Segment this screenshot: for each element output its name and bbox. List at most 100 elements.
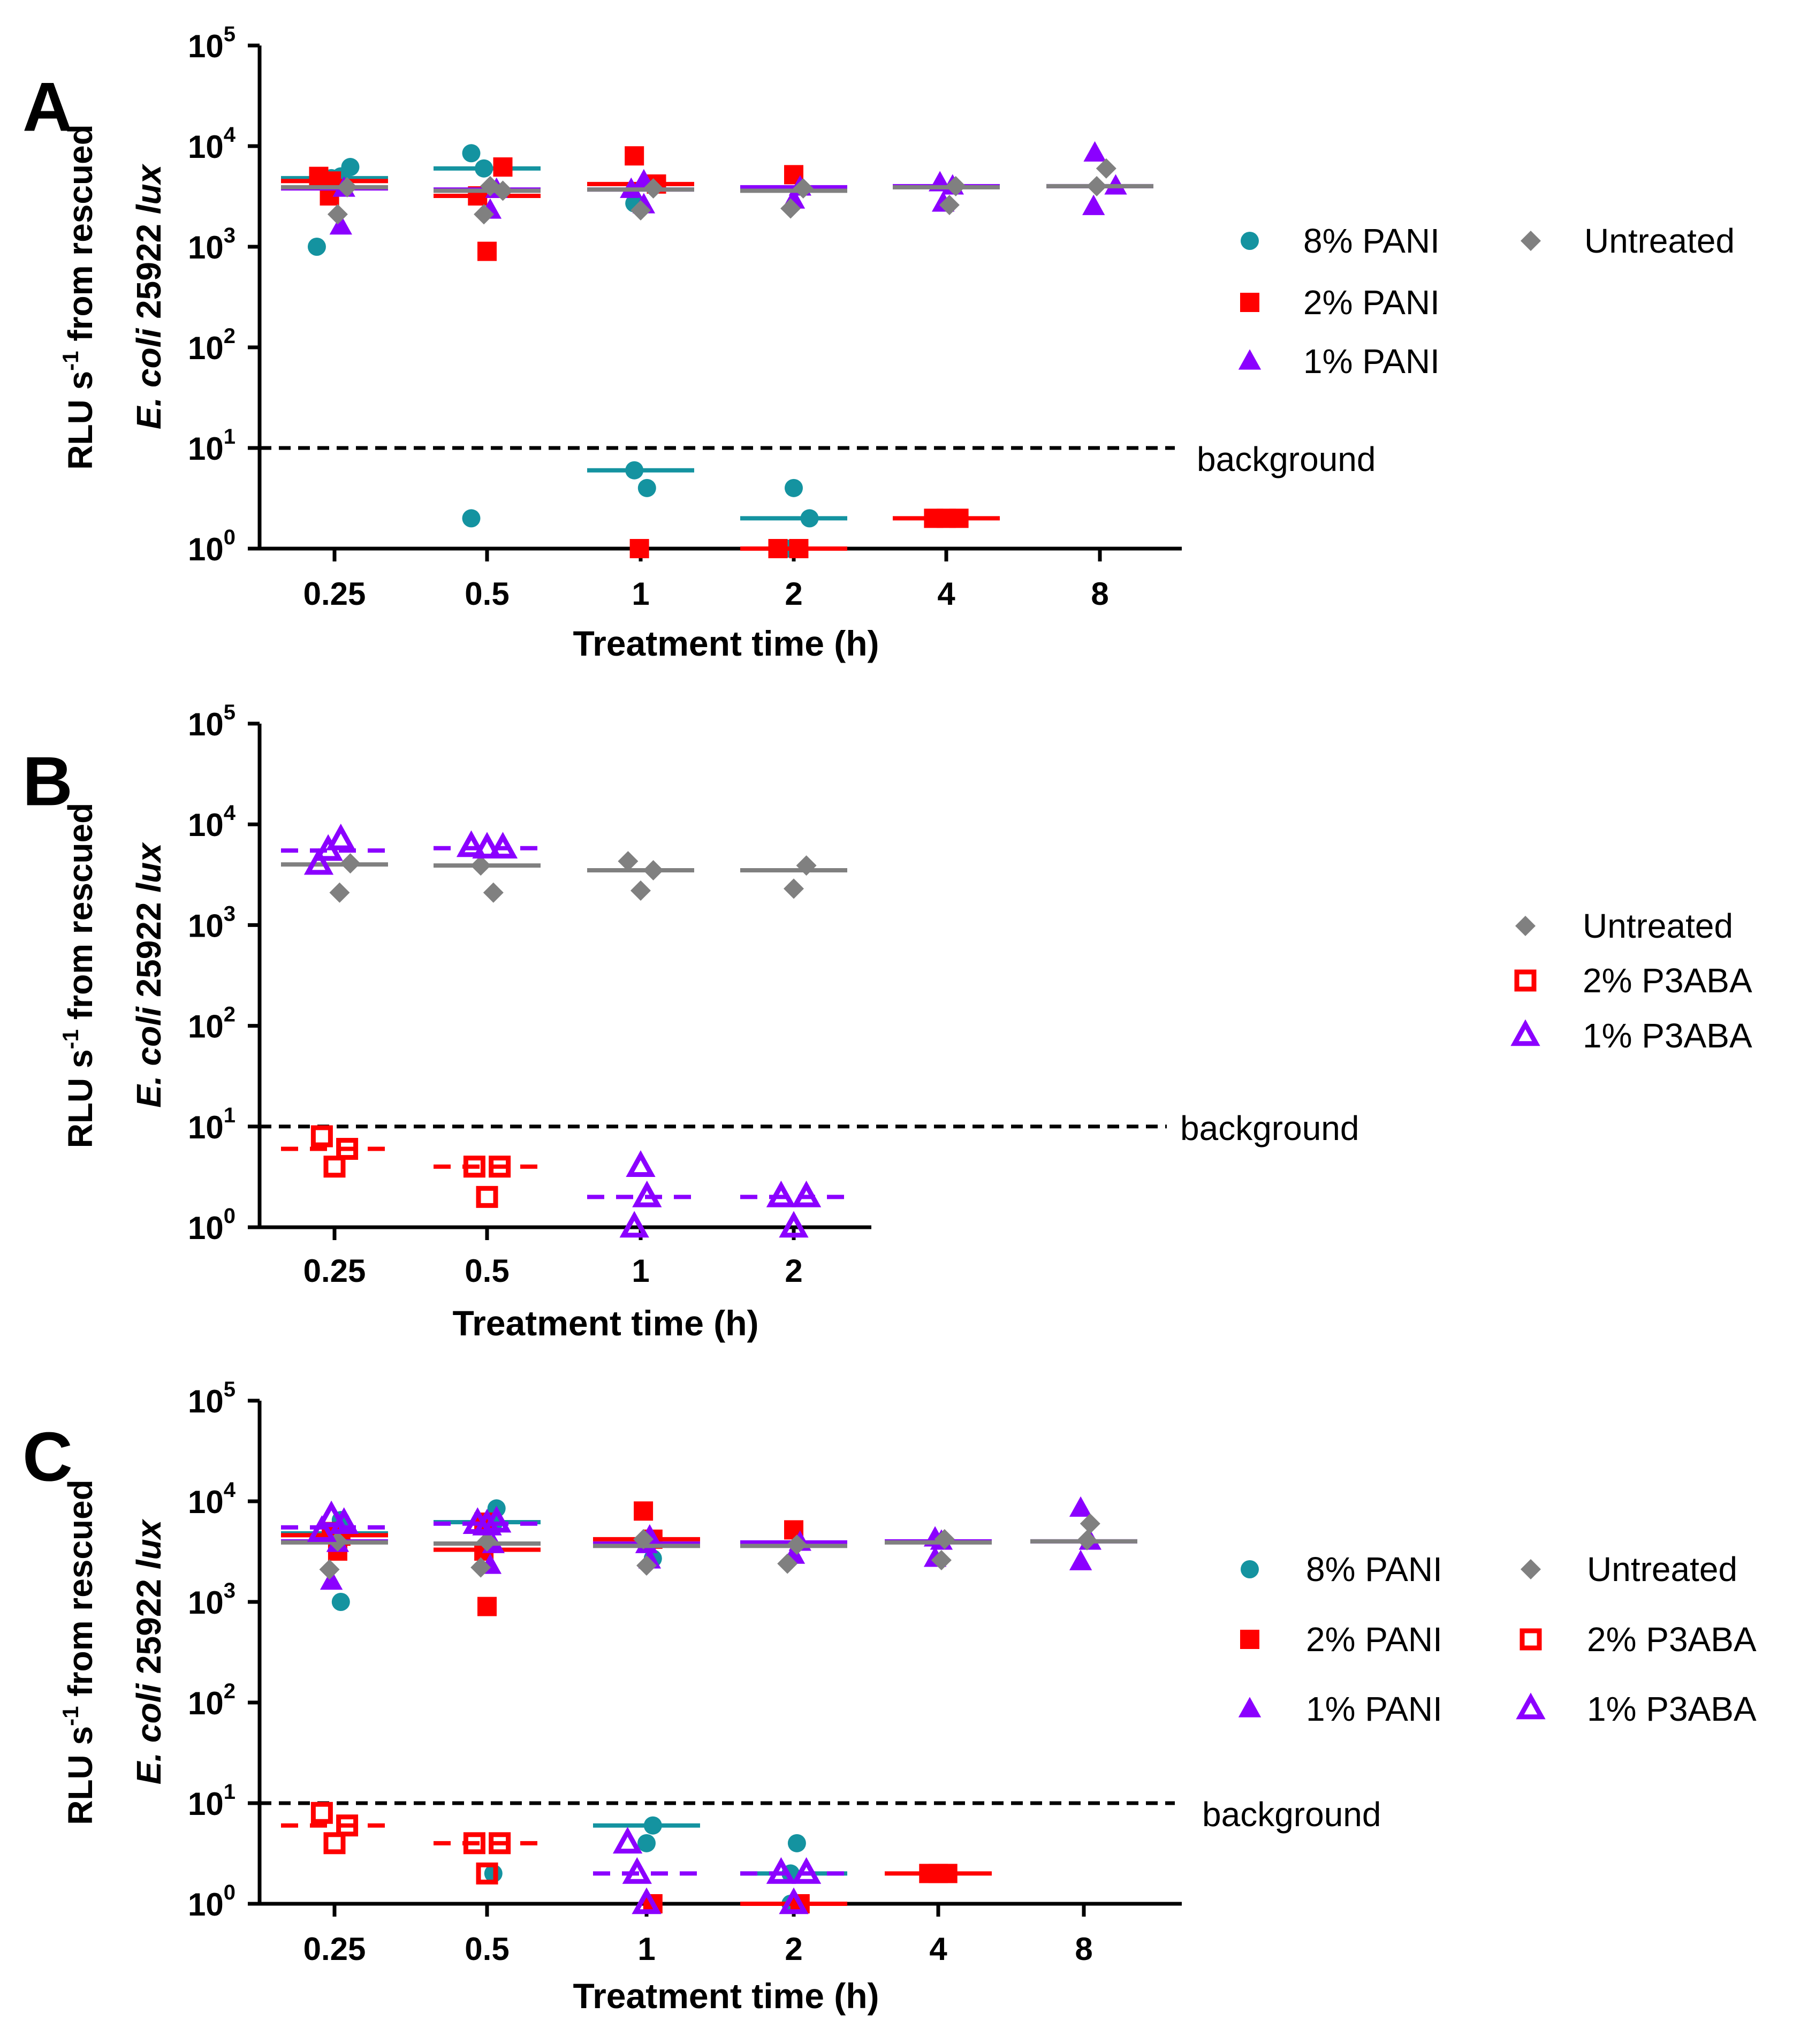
data-point bbox=[632, 1180, 662, 1207]
data-point bbox=[643, 860, 664, 881]
data-point bbox=[1069, 1549, 1092, 1570]
data-point bbox=[636, 1555, 657, 1576]
y-tick-label: 100 bbox=[188, 1204, 235, 1246]
y-axis-label-line1: RLU s-1 from rescued bbox=[58, 1479, 100, 1825]
legend-marker-p3aba2 bbox=[1514, 969, 1537, 992]
legend-marker-untreated bbox=[1521, 231, 1541, 251]
y-tick-base: 10 bbox=[188, 1110, 224, 1145]
data-point bbox=[949, 508, 969, 528]
y-tick-base: 10 bbox=[188, 1786, 224, 1822]
y-label-species: E. coli bbox=[130, 1683, 168, 1785]
x-tick-label: 0.5 bbox=[465, 1931, 509, 1967]
y-tick-exponent: 2 bbox=[224, 1680, 235, 1703]
data-point bbox=[1096, 158, 1116, 179]
x-tick-label: 0.25 bbox=[303, 1931, 366, 1967]
series-untreated bbox=[281, 158, 1153, 225]
y-tick-label: 101 bbox=[188, 1780, 235, 1822]
data-point bbox=[307, 238, 326, 256]
y-tick-base: 10 bbox=[188, 1484, 224, 1520]
x-axis-label: Treatment time (h) bbox=[573, 624, 879, 663]
legend-marker-pani1 bbox=[1238, 349, 1262, 370]
data-point bbox=[643, 1816, 662, 1835]
y-tick-label: 105 bbox=[188, 22, 235, 64]
legend-label-untreated: Untreated bbox=[1587, 1550, 1737, 1589]
x-tick-label: 4 bbox=[929, 1931, 947, 1967]
data-point bbox=[931, 1549, 952, 1570]
y-label-rlu: RLU s bbox=[61, 371, 100, 470]
series-untreated bbox=[281, 851, 847, 903]
y-tick-exponent: 4 bbox=[224, 801, 236, 825]
data-point bbox=[329, 882, 350, 903]
data-point bbox=[779, 1887, 809, 1914]
series-pani1 bbox=[281, 1496, 1137, 1590]
data-point bbox=[463, 1156, 485, 1178]
data-point bbox=[336, 1138, 359, 1160]
y-label-superscript: -1 bbox=[58, 351, 83, 370]
legend-label-pani8: 8% PANI bbox=[1306, 1550, 1442, 1589]
legend-marker-pani2 bbox=[1240, 1630, 1259, 1649]
y-label-rlu: RLU s bbox=[61, 1049, 100, 1148]
y-tick-exponent: 1 bbox=[224, 1780, 235, 1804]
y-label-species: E. coli bbox=[130, 1006, 168, 1108]
data-point bbox=[634, 1501, 654, 1521]
data-point bbox=[470, 855, 491, 876]
panel-letter: B bbox=[22, 742, 73, 820]
data-point bbox=[319, 1559, 340, 1580]
y-tick-label: 101 bbox=[188, 425, 235, 467]
data-point bbox=[629, 539, 649, 558]
legend: 8% PANI Untreated 2% PANI 2% P3ABA 1% PANI 1%… bbox=[1238, 1550, 1757, 1728]
y-tick-base: 10 bbox=[188, 1585, 224, 1621]
legend-label-p3aba1: 1% P3ABA bbox=[1583, 1016, 1752, 1055]
background-label: background bbox=[1180, 1109, 1359, 1148]
data-point bbox=[780, 198, 801, 219]
data-point bbox=[939, 194, 960, 215]
y-label-lux: lux bbox=[130, 1518, 168, 1569]
data-point bbox=[472, 1508, 502, 1536]
x-tick-label: 1 bbox=[632, 1253, 649, 1289]
data-point bbox=[329, 1507, 359, 1534]
y-axis-label-line1: RLU s-1 from rescued bbox=[58, 803, 100, 1149]
background-label: background bbox=[1202, 1795, 1381, 1834]
data-point bbox=[625, 461, 644, 480]
series-p3aba1 bbox=[281, 823, 847, 1238]
y-tick-base: 10 bbox=[188, 807, 224, 843]
data-point bbox=[793, 178, 814, 199]
legend-label-pani2: 2% PANI bbox=[1303, 283, 1440, 322]
data-point bbox=[1076, 1530, 1097, 1551]
data-point bbox=[307, 1515, 337, 1542]
legend-label-p3aba1: 1% P3ABA bbox=[1587, 1690, 1757, 1728]
data-point bbox=[1069, 1496, 1092, 1517]
y-label-superscript: -1 bbox=[58, 1029, 83, 1049]
data-point bbox=[945, 176, 966, 196]
y-tick-exponent: 0 bbox=[224, 526, 235, 549]
y-tick-base: 10 bbox=[188, 230, 224, 265]
legend-marker-pani2 bbox=[1240, 293, 1259, 312]
y-tick-label: 101 bbox=[188, 1104, 235, 1145]
data-point bbox=[934, 1529, 955, 1549]
y-tick-label: 105 bbox=[188, 701, 235, 742]
data-point bbox=[462, 509, 481, 528]
data-point bbox=[796, 855, 817, 876]
y-tick-base: 10 bbox=[188, 1887, 224, 1923]
x-tick-label: 4 bbox=[937, 576, 955, 612]
data-point bbox=[786, 1534, 807, 1555]
series-pani8 bbox=[281, 144, 847, 558]
data-point bbox=[341, 158, 360, 177]
x-axis-label: Treatment time (h) bbox=[573, 1976, 879, 2016]
y-tick-label: 102 bbox=[188, 324, 235, 366]
data-point bbox=[785, 478, 803, 497]
data-point bbox=[643, 178, 664, 199]
data-point bbox=[791, 1180, 822, 1207]
data-point bbox=[779, 1211, 809, 1238]
y-tick-label: 104 bbox=[188, 123, 236, 165]
series-p3aba1 bbox=[281, 1500, 847, 1914]
y-label-superscript: -1 bbox=[58, 1706, 83, 1726]
y-label-species: E. coli bbox=[130, 328, 168, 430]
data-point bbox=[336, 1814, 359, 1837]
data-point bbox=[303, 848, 334, 875]
x-tick-label: 2 bbox=[785, 1931, 802, 1967]
data-point bbox=[637, 1834, 656, 1852]
legend-marker-untreated bbox=[1515, 916, 1536, 936]
